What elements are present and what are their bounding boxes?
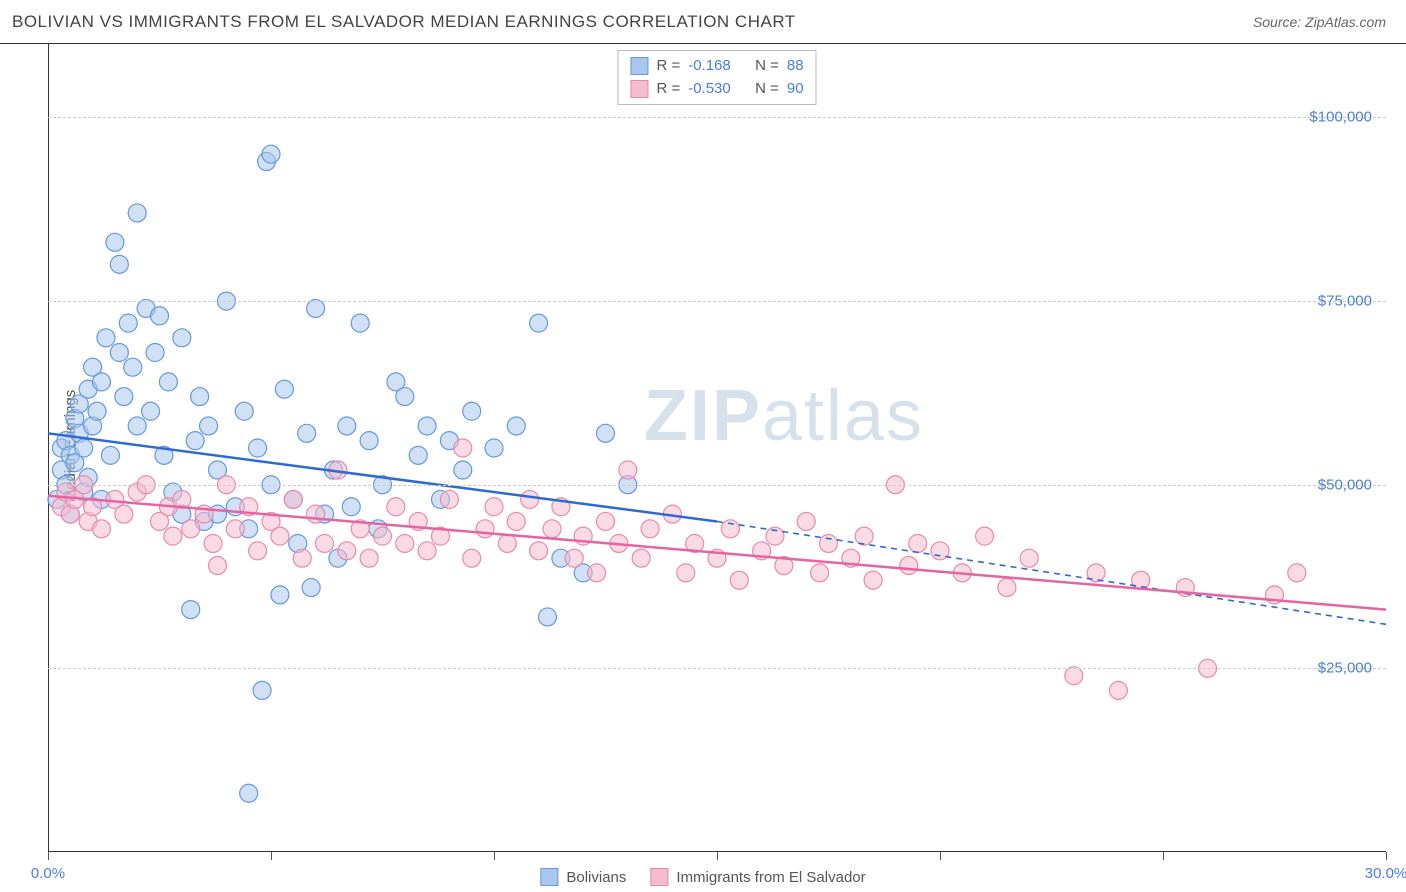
legend-item-bolivians: Bolivians <box>540 868 626 886</box>
swatch-bolivians <box>630 57 648 75</box>
chart-header: BOLIVIAN VS IMMIGRANTS FROM EL SALVADOR … <box>0 0 1406 44</box>
x-tick-right: 30.0% <box>1365 865 1406 882</box>
stats-row-bolivians: R = -0.168 N = 88 <box>630 55 803 78</box>
y-tick-label: $75,000 <box>1318 293 1372 310</box>
legend-item-el-salvador: Immigrants from El Salvador <box>650 868 865 886</box>
plot-area: ZIPatlas R = -0.168 N = 88 R = -0.530 N … <box>48 44 1386 852</box>
stats-legend: R = -0.168 N = 88 R = -0.530 N = 90 <box>617 50 816 105</box>
x-tick-left: 0.0% <box>31 865 65 882</box>
swatch-el-salvador <box>630 80 648 98</box>
stats-row-el-salvador: R = -0.530 N = 90 <box>630 78 803 101</box>
swatch-el-salvador <box>650 868 668 886</box>
swatch-bolivians <box>540 868 558 886</box>
source-credit: Source: ZipAtlas.com <box>1253 14 1386 30</box>
y-tick-label: $50,000 <box>1318 476 1372 493</box>
scatter-svg <box>48 44 1386 852</box>
series-legend: Bolivians Immigrants from El Salvador <box>540 868 865 886</box>
y-tick-label: $100,000 <box>1309 109 1372 126</box>
y-tick-label: $25,000 <box>1318 660 1372 677</box>
chart-title: BOLIVIAN VS IMMIGRANTS FROM EL SALVADOR … <box>12 12 796 32</box>
